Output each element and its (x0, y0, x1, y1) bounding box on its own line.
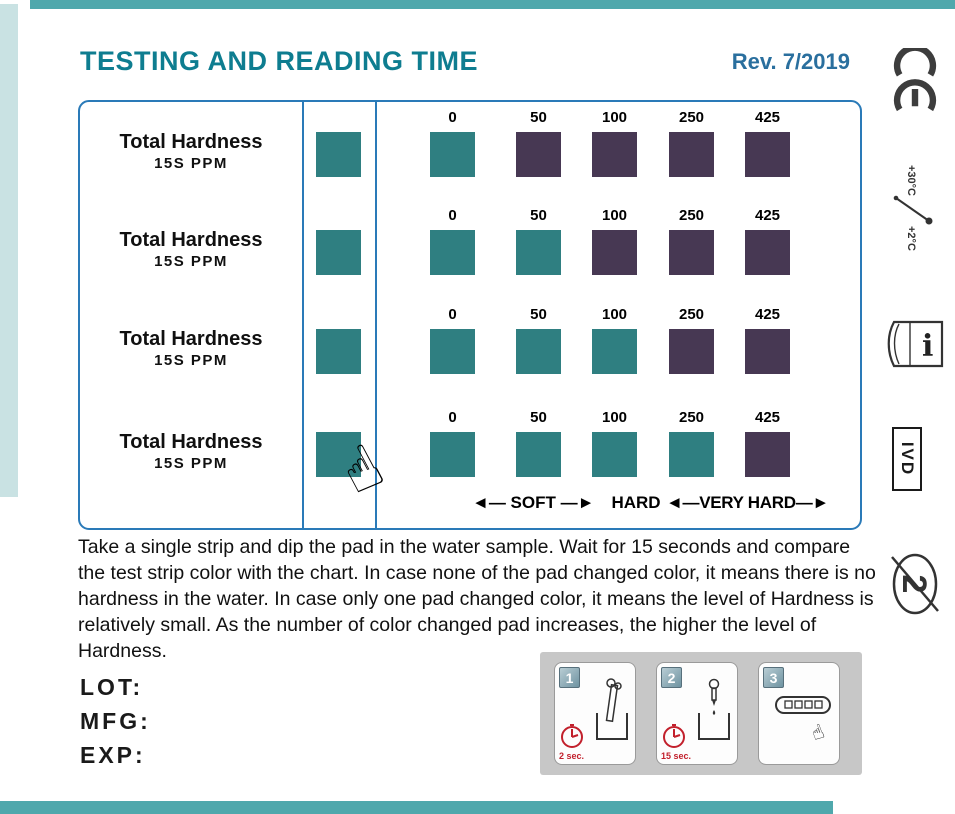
row-label-sub: 15S PPM (154, 455, 228, 472)
bottom-accent-bar (0, 801, 833, 814)
chart-rows-layer: Total Hardness 15S PPM 0 50 100 250 425 Total H… (80, 102, 860, 528)
scale-value: 250 (678, 306, 705, 323)
chart-pad (745, 329, 790, 374)
strip-pad (316, 132, 361, 177)
chart-pad (516, 329, 561, 374)
chart-pad (669, 230, 714, 275)
timer-icon (561, 724, 583, 748)
scale-value: 0 (448, 306, 457, 323)
strip-pad (316, 432, 361, 477)
lot-block: LOT: MFG: EXP: (80, 670, 151, 772)
scale-value: 50 (530, 306, 547, 323)
ce-mark-icon (892, 44, 938, 112)
chart-pad (516, 230, 561, 275)
svg-text:i: i (922, 329, 933, 364)
procedure-steps-panel: 1 2 sec. 2 (540, 652, 862, 775)
row-label: Total Hardness 15S PPM (80, 130, 302, 173)
temperature-limit-icon: +30°C +2°C (883, 164, 943, 256)
wait-strip-icon (698, 678, 730, 740)
strip-pad (316, 230, 361, 275)
scale-value: 100 (601, 306, 628, 323)
step-3-number: 3 (763, 667, 784, 688)
left-accent-bar (0, 4, 18, 497)
svg-text:☝: ☝ (808, 719, 828, 746)
dip-strip-icon (596, 678, 628, 740)
soft-range-label: ◄— SOFT —► (472, 493, 595, 512)
strip-column-right-line (375, 102, 377, 528)
row-label-main: Total Hardness (119, 229, 263, 251)
strip-column-left-line (302, 102, 304, 528)
scale-value: 0 (448, 409, 457, 426)
consult-instructions-icon: i (882, 318, 948, 370)
svg-text:+30°C: +30°C (905, 165, 917, 196)
scale-value: 250 (678, 109, 705, 126)
revision-label: Rev. 7/2019 (731, 49, 850, 74)
chart-pad (592, 132, 637, 177)
scale-value: 50 (530, 207, 547, 224)
scale-value: 100 (601, 207, 628, 224)
scale-value: 100 (601, 409, 628, 426)
instructions-text: Take a single strip and dip the pad in t… (78, 536, 876, 662)
row-label-main: Total Hardness (119, 431, 263, 453)
exp-label: EXP: (80, 742, 146, 768)
chart-pad (430, 230, 475, 275)
scale-value: 425 (754, 207, 781, 224)
scale-value: 50 (530, 109, 547, 126)
row-label-main: Total Hardness (119, 328, 263, 350)
top-accent-bar (30, 0, 955, 9)
page-title: TESTING AND READING TIME (80, 46, 479, 76)
lot-label: LOT: (80, 674, 144, 700)
chart-pad (669, 329, 714, 374)
step-card-3: 3 ☝ (758, 662, 840, 765)
chart-pad (669, 432, 714, 477)
color-comparison-chart: Total Hardness 15S PPM 0 50 100 250 425 Total H… (78, 100, 862, 530)
chart-pad (745, 230, 790, 275)
row-label-sub: 15S PPM (154, 352, 228, 369)
timer-icon (663, 724, 685, 748)
scale-value: 0 (448, 109, 457, 126)
step-2-time: 15 sec. (661, 751, 692, 761)
chart-pad (745, 132, 790, 177)
chart-pad (430, 432, 475, 477)
step-1-number: 1 (559, 667, 580, 688)
scale-value: 250 (678, 207, 705, 224)
strip-pad (316, 329, 361, 374)
step-card-2: 2 15 sec. (656, 662, 738, 765)
ivd-label: IVD (892, 427, 922, 491)
hard-range-label: HARD (611, 493, 661, 512)
row-label-sub: 15S PPM (154, 155, 228, 172)
single-use-icon: 2 (887, 552, 943, 616)
row-label: Total Hardness 15S PPM (80, 430, 302, 473)
chart-pad (592, 432, 637, 477)
scale-value: 50 (530, 409, 547, 426)
chart-pad (745, 432, 790, 477)
chart-pad (516, 432, 561, 477)
chart-pad (516, 132, 561, 177)
scale-value: 425 (754, 109, 781, 126)
scale-value: 250 (678, 409, 705, 426)
read-strip-icon: ☝ (775, 696, 831, 746)
ivd-icon: IVD (892, 427, 922, 491)
chart-pad (592, 329, 637, 374)
row-label-main: Total Hardness (119, 131, 263, 153)
row-label: Total Hardness 15S PPM (80, 327, 302, 370)
mfg-label: MFG: (80, 708, 151, 734)
scale-value: 0 (448, 207, 457, 224)
very-hard-range-label: ◄—VERY HARD—► (666, 493, 829, 512)
chart-pad (592, 230, 637, 275)
step-card-1: 1 2 sec. (554, 662, 636, 765)
scale-value: 425 (754, 409, 781, 426)
row-label-sub: 15S PPM (154, 253, 228, 270)
scale-value: 425 (754, 306, 781, 323)
step-2-number: 2 (661, 667, 682, 688)
svg-text:+2°C: +2°C (905, 226, 917, 251)
chart-pad (430, 329, 475, 374)
row-label: Total Hardness 15S PPM (80, 228, 302, 271)
chart-pad (430, 132, 475, 177)
chart-pad (669, 132, 714, 177)
scale-value: 100 (601, 109, 628, 126)
step-1-time: 2 sec. (559, 751, 585, 761)
